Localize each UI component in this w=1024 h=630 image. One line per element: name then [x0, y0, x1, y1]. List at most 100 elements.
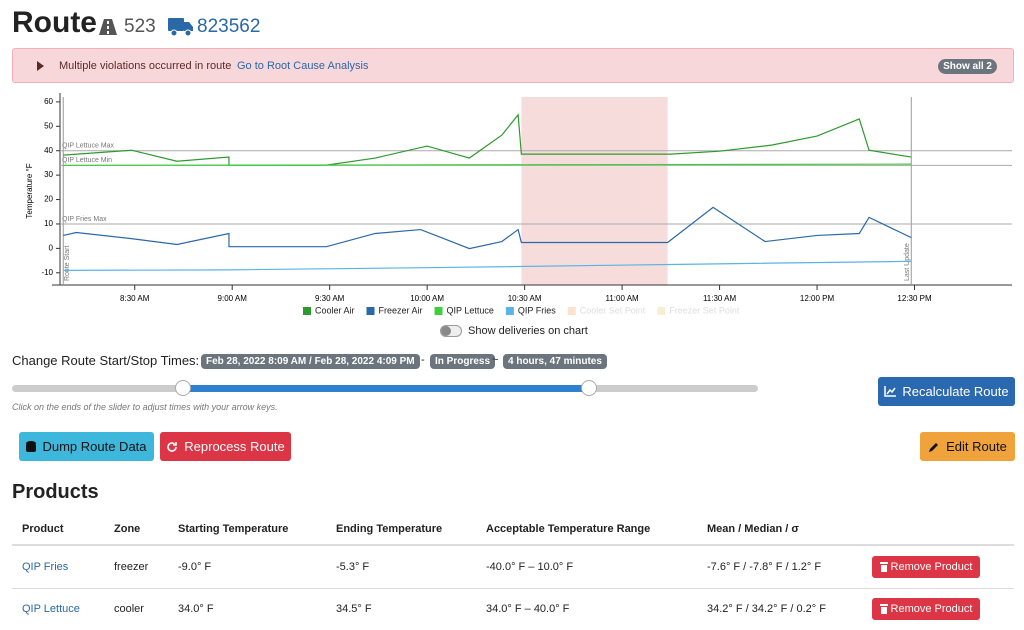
alert-message: Multiple violations occurred in route [59, 60, 232, 72]
status: In Progress [430, 354, 496, 369]
recalculate-button[interactable]: Recalculate Route [878, 377, 1015, 406]
button-label: Remove Product [890, 560, 973, 573]
y-tick-label: 30 [44, 170, 53, 179]
x-tick-label: 12:00 PM [800, 294, 835, 303]
separator: - [421, 354, 425, 366]
reference-label: QIP Lettuce Min [62, 157, 112, 164]
pencil-icon [929, 442, 939, 452]
legend-swatch [567, 307, 576, 315]
time-label: Change Route Start/Stop Times: [12, 353, 200, 368]
route-number: 523 [124, 16, 156, 37]
toggle-label: Show deliveries on chart [468, 325, 588, 337]
column-header: Mean / Median / σ [707, 522, 799, 535]
slider-handle[interactable] [581, 380, 597, 396]
trash-icon [879, 561, 888, 572]
duration: 4 hours, 47 minutes [503, 354, 607, 369]
button-label: Remove Product [890, 603, 973, 616]
column-header: Acceptable Temperature Range [486, 522, 651, 535]
cell: cooler [114, 603, 144, 616]
legend-label: QIP Lettuce [447, 305, 494, 315]
cell: 34.0° F – 40.0° F [486, 603, 570, 616]
cell: -7.6° F / -7.8° F / 1.2° F [707, 560, 822, 573]
cell: -40.0° F – 10.0° F [486, 560, 574, 573]
series-line [63, 113, 912, 166]
series-line [63, 260, 912, 271]
legend-swatch [434, 307, 443, 315]
database-icon [26, 440, 37, 452]
edit-button[interactable]: Edit Route [920, 432, 1015, 461]
y-tick-label: 20 [44, 195, 53, 204]
legend-label: Freezer Air [379, 305, 423, 315]
cell: 34.5° F [336, 603, 372, 616]
slider-range [183, 385, 589, 392]
marker-label: Route Start [64, 246, 71, 281]
slider-handle[interactable] [175, 380, 191, 396]
caret [37, 61, 44, 71]
cell: 34.0° F [178, 603, 214, 616]
x-tick-label: 11:30 AM [703, 294, 737, 303]
x-tick-label: 11:00 AM [605, 294, 639, 303]
alert-link[interactable]: Go to Root Cause Analysis [237, 60, 369, 72]
violation-region [521, 97, 668, 285]
header-row: Product Zone Starting Temperature Ending… [12, 513, 1014, 545]
trash-icon [879, 604, 888, 615]
y-tick-label: -10 [41, 268, 53, 277]
cell: 34.2° F / 34.2° F / 0.2° F [707, 603, 826, 616]
button-label: Recalculate Route [902, 384, 1009, 399]
legend-label: Cooler Air [315, 305, 355, 315]
y-tick-label: 50 [44, 121, 53, 130]
reference-label: QIP Fries Max [62, 216, 107, 223]
chart: Temperature °F -10 0 10 20 30 40 50 60 8:30 AM 9:… [25, 93, 1012, 315]
road-icon [99, 19, 117, 35]
row: QIP Fries freezer -9.0° F -5.3° F -40.0°… [12, 545, 1014, 588]
y-tick-label: 60 [44, 97, 53, 106]
legend-swatch [657, 307, 666, 315]
column-header: Ending Temperature [336, 522, 443, 535]
y-axis-label: Temperature °F [25, 163, 34, 218]
legend-swatch [505, 307, 514, 315]
series-line [63, 206, 912, 250]
reprocess-button[interactable]: Reprocess Route [160, 432, 291, 461]
y-tick-label: 10 [44, 219, 53, 228]
slider-hint: Click on the ends of the slider to adjus… [12, 402, 278, 412]
page-title: Route [12, 6, 97, 39]
y-tick-label: 40 [44, 146, 53, 155]
x-tick-label: 9:30 AM [315, 294, 345, 303]
legend-label: Cooler Set Point [580, 305, 646, 315]
cell: -5.3° F [336, 560, 370, 573]
truck-link[interactable]: 823562 [197, 16, 261, 37]
legend-label: Freezer Set Point [669, 305, 740, 315]
cell: freezer [114, 560, 149, 573]
reference-label: QIP Lettuce Max [62, 143, 115, 150]
y-tick-label: 0 [49, 243, 54, 252]
product-link[interactable]: QIP Lettuce [22, 603, 80, 616]
remove-button[interactable]: Remove Product [872, 598, 980, 621]
x-tick-label: 8:30 AM [120, 294, 150, 303]
redo-icon [167, 441, 178, 452]
column-header [862, 513, 1014, 545]
x-tick-label: 9:00 AM [218, 294, 248, 303]
products-table: Product Zone Starting Temperature Ending… [12, 513, 1014, 630]
column-header: Product [22, 522, 64, 535]
column-header: Starting Temperature [178, 522, 289, 535]
series-line [63, 163, 912, 166]
x-tick-label: 10:00 AM [410, 294, 444, 303]
product-link[interactable]: QIP Fries [22, 560, 69, 573]
separator: ~ [492, 354, 499, 366]
dump-button[interactable]: Dump Route Data [19, 432, 154, 461]
button-label: Edit Route [946, 439, 1007, 454]
button-label: Reprocess Route [184, 439, 285, 454]
legend-swatch [366, 307, 375, 315]
legend-label: QIP Fries [518, 305, 556, 315]
show-all[interactable]: Show all 2 [938, 59, 997, 74]
x-tick-label: 12:30 PM [897, 294, 932, 303]
toggle[interactable] [440, 325, 462, 337]
cell: -9.0° F [178, 560, 212, 573]
remove-button[interactable]: Remove Product [872, 555, 980, 578]
products-heading: Products [12, 481, 99, 503]
marker-label: Last Update [904, 243, 911, 281]
x-tick-label: 10:30 AM [508, 294, 542, 303]
truck-icon [168, 18, 193, 37]
row: QIP Lettuce cooler 34.0° F 34.5° F 34.0°… [12, 588, 1014, 630]
